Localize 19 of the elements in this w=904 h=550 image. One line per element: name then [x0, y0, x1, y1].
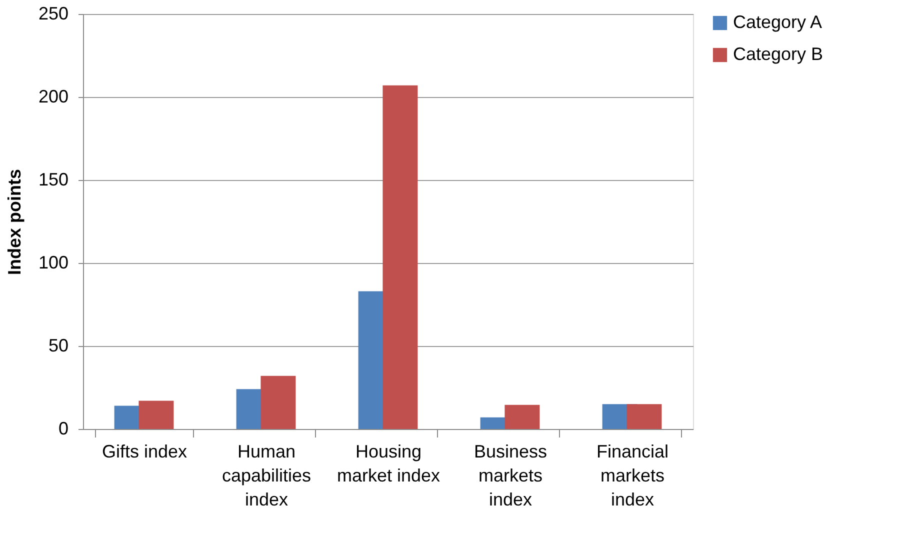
y-tick-label: 50: [48, 336, 68, 356]
legend-label: Category B: [733, 44, 824, 64]
y-tick-label: 100: [38, 252, 68, 272]
bar: [504, 404, 540, 429]
bar: [138, 400, 174, 429]
y-axis-title: Index points: [4, 168, 24, 276]
y-tick-label: 150: [38, 170, 68, 190]
y-tick-label: 0: [58, 418, 68, 438]
x-tick-label: Business markets index: [474, 442, 548, 510]
bar: [382, 85, 418, 429]
y-tick-label: 200: [38, 86, 68, 106]
y-tick-label: 250: [38, 4, 68, 24]
x-tick-label: Financial markets index: [596, 442, 669, 510]
bar: [260, 376, 296, 429]
x-tick-label: Human capabilities index: [222, 442, 312, 510]
bar: [626, 404, 662, 429]
x-tick-label: Housing market index: [336, 442, 440, 486]
legend-label: Category A: [733, 12, 822, 32]
x-tick-label: Gifts index: [102, 442, 188, 462]
